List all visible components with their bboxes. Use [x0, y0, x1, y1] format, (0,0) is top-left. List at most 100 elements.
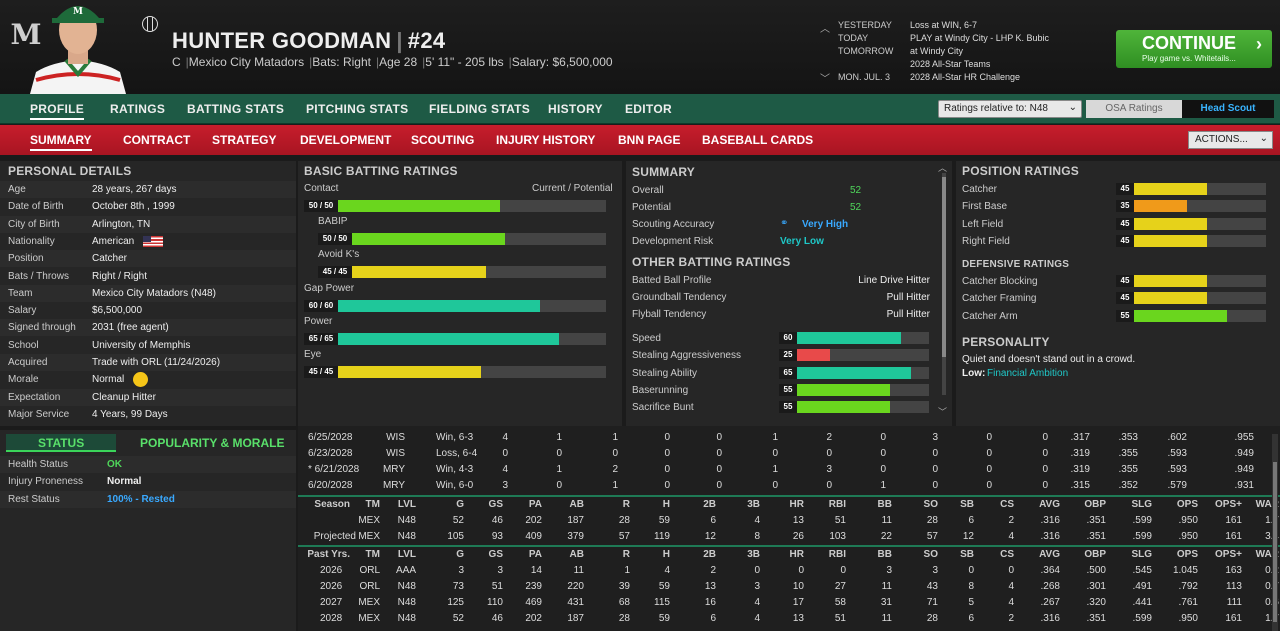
table-cell: .441 [1132, 597, 1152, 608]
detail-value[interactable]: Mexico City Matadors (N48) [92, 287, 216, 299]
batting-rating-bar: 65 / 65 [304, 333, 606, 345]
team-logo: M [10, 18, 42, 51]
table-cell: OPS+ [1215, 499, 1242, 510]
continue-button[interactable]: CONTINUE Play game vs. Whitetails... › [1116, 30, 1272, 68]
table-cell: .315 [1070, 480, 1090, 491]
tab-status[interactable]: STATUS [6, 434, 116, 452]
tab-fielding-stats[interactable]: FIELDING STATS [429, 102, 531, 116]
table-cell: Win, 6-3 [436, 432, 474, 443]
schedule-row[interactable]: MON. JUL. 3 2028 All-Star HR Challenge [838, 72, 1020, 85]
globe-icon[interactable] [142, 16, 158, 32]
table-cell: 57 [926, 531, 938, 542]
detail-value: Right / Right [92, 270, 148, 282]
secondary-nav [0, 125, 1280, 155]
table-cell: HR [789, 549, 804, 560]
tab-history[interactable]: HISTORY [548, 102, 603, 116]
table-cell: 6 [968, 613, 974, 624]
position-rating-label: Catcher Framing [962, 293, 1037, 305]
schedule-panel: ︿ ﹀ YESTERDAY Loss at WIN, 6-7 TODAY PLAY … [818, 20, 1108, 90]
table-cell: PA [528, 549, 542, 560]
tab-injury-history[interactable]: INJURY HISTORY [496, 133, 596, 147]
smiley-icon [133, 372, 148, 388]
table-cell: 12 [704, 531, 716, 542]
player-salary: Salary: $6,500,000 [511, 55, 613, 69]
other-batting-title: OTHER BATTING RATINGS [632, 255, 791, 269]
table-cell: .949 [1234, 448, 1254, 459]
tab-bnn-page[interactable]: BNN PAGE [618, 133, 681, 147]
tab-summary[interactable]: SUMMARY [30, 133, 92, 151]
stats-scrollbar[interactable] [1272, 434, 1278, 631]
summary-scrollbar[interactable] [942, 173, 946, 395]
tab-batting-stats[interactable]: BATTING STATS [187, 102, 285, 116]
table-cell: 8 [754, 531, 760, 542]
schedule-row[interactable]: YESTERDAY Loss at WIN, 6-7 [838, 20, 977, 33]
schedule-row[interactable]: TOMORROW at Windy City [838, 46, 963, 59]
chevron-down-icon[interactable]: ﹀ [938, 407, 948, 417]
bar-fill [1116, 292, 1208, 305]
tab-scouting[interactable]: SCOUTING [411, 133, 475, 147]
osa-ratings-button[interactable]: OSA Ratings [1086, 100, 1182, 118]
table-header-row: Past Yrs. TM LVL G GS PA AB R H 2B 3B HR RBI BB SO SB CS… [298, 547, 1280, 563]
tab-popularity-morale[interactable]: POPULARITY & MORALE [116, 434, 296, 452]
table-cell: 0 [880, 448, 886, 459]
tab-contract[interactable]: CONTRACT [123, 133, 191, 147]
table-cell: 51 [834, 613, 846, 624]
table-cell: Loss, 6-4 [436, 448, 478, 459]
head-scout-button[interactable]: Head Scout [1182, 100, 1274, 118]
table-cell: GS [488, 499, 503, 510]
table-cell: 13 [792, 613, 804, 624]
tab-development[interactable]: DEVELOPMENT [300, 133, 392, 147]
tab-strategy[interactable]: STRATEGY [212, 133, 277, 147]
tab-editor[interactable]: EDITOR [625, 102, 672, 116]
table-cell: .301 [1086, 581, 1106, 592]
batting-rating-bar: 50 / 50 [318, 233, 606, 245]
tab-baseball-cards[interactable]: BASEBALL CARDS [702, 133, 814, 147]
detail-row: Date of Birth October 8th , 1999 [0, 198, 296, 215]
tab-ratings[interactable]: RATINGS [110, 102, 166, 116]
tab-pitching-stats[interactable]: PITCHING STATS [306, 102, 409, 116]
personality-title: PERSONALITY [962, 335, 1050, 349]
schedule-row[interactable]: TODAY PLAY at Windy City - LHP K. Bubic [838, 33, 1049, 46]
player-team[interactable]: Mexico City Matadors [188, 55, 305, 69]
table-cell: R [622, 549, 630, 560]
table-row: 2028 MEX N48 52 46 202 187 28 59 6 4 13 51 11 28 6 2 .316… [298, 611, 1280, 627]
position-ratings-panel: POSITION RATINGS Catcher 45 First Base 35 Le… [956, 161, 1280, 426]
table-cell: H [662, 499, 670, 510]
chevron-up-icon[interactable]: ︿ [820, 24, 830, 35]
detail-value: 4 Years, 99 Days [92, 408, 168, 420]
table-cell: 26 [792, 531, 804, 542]
table-cell: 4 [502, 464, 508, 475]
table-cell: 13 [792, 515, 804, 526]
table-cell: WAR [1255, 499, 1279, 510]
table-cell: 202 [525, 613, 542, 624]
table-cell: 3 [754, 581, 760, 592]
table-cell: 1 [880, 480, 886, 491]
tab-profile[interactable]: PROFILE [30, 102, 85, 120]
running-rating-label: Stealing Ability [632, 367, 698, 379]
continue-label: CONTINUE [1142, 33, 1236, 53]
player-info-line: C |Mexico City Matadors |Bats: Right |Age 2… [172, 55, 613, 69]
ratings-relative-select[interactable]: Ratings relative to: N48 ⌄ [938, 100, 1082, 118]
status-row: Health Status OK [0, 456, 296, 473]
table-cell: AVG [1039, 549, 1060, 560]
chevron-down-icon[interactable]: ﹀ [820, 74, 830, 85]
batting-rating-label: Eye [304, 349, 322, 360]
table-cell: 0 [1042, 464, 1048, 475]
table-cell: 4 [754, 613, 760, 624]
table-cell: 239 [525, 581, 542, 592]
schedule-row[interactable]: 2028 All-Star Teams [838, 59, 990, 72]
running-rating-bar: 55 [779, 401, 929, 414]
table-cell: N48 [397, 581, 416, 592]
actions-select[interactable]: ACTIONS... ⌄ [1188, 131, 1273, 149]
detail-label: Team [8, 287, 33, 299]
batting-rating-label: BABIP [318, 216, 348, 227]
separator: | [508, 55, 512, 69]
table-cell: 0 [754, 565, 760, 576]
schedule-text: PLAY at Windy City - LHP K. Bubic [910, 33, 1050, 43]
table-cell: 43 [926, 581, 938, 592]
table-cell: 3 [502, 480, 508, 491]
table-cell: 0 [932, 464, 938, 475]
chevron-up-icon[interactable]: ︿ [938, 163, 948, 173]
status-row: Rest Status 100% - Rested [0, 490, 296, 508]
running-rating-label: Speed [632, 333, 661, 344]
